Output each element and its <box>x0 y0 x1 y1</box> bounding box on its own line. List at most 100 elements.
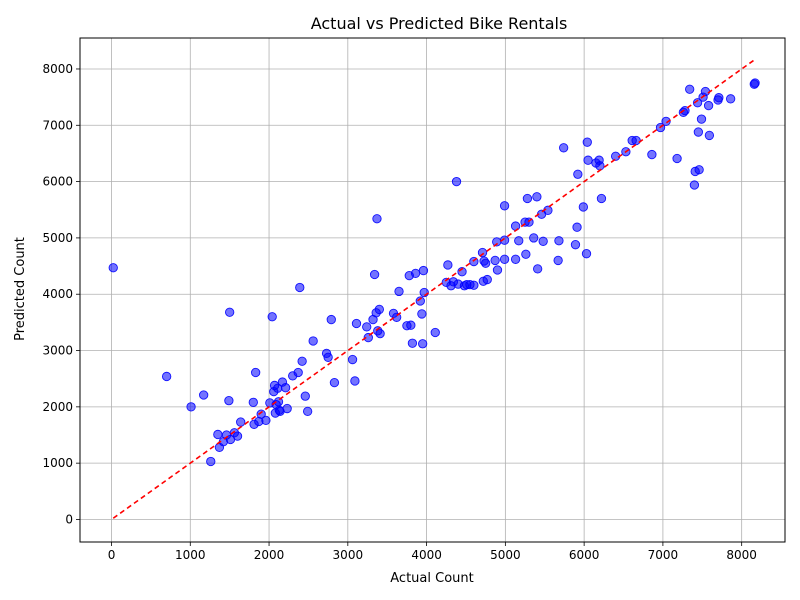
data-point <box>583 155 593 165</box>
x-tick-label: 1000 <box>175 548 206 562</box>
data-point <box>362 322 372 332</box>
data-point <box>297 356 307 366</box>
y-tick-label: 8000 <box>42 62 73 76</box>
y-tick-label: 7000 <box>42 118 73 132</box>
data-point <box>108 263 118 273</box>
data-point <box>415 296 425 306</box>
data-point <box>750 78 760 88</box>
data-point <box>499 235 510 245</box>
y-tick-label: 0 <box>65 512 73 526</box>
data-point <box>430 327 440 338</box>
x-tick-label: 4000 <box>411 548 442 562</box>
x-tick-label: 5000 <box>490 548 521 562</box>
data-point <box>499 201 510 211</box>
data-point <box>572 222 582 232</box>
data-point <box>236 417 246 427</box>
x-tick-label: 6000 <box>569 548 600 562</box>
y-axis-title: Predicted Count <box>13 237 28 341</box>
data-point <box>510 254 521 264</box>
x-tick-label: 7000 <box>648 548 679 562</box>
data-point <box>700 86 711 97</box>
data-point <box>692 98 703 108</box>
data-point <box>631 135 641 146</box>
data-point <box>696 114 707 124</box>
data-point <box>363 332 373 343</box>
data-point <box>308 336 318 346</box>
data-point <box>261 415 271 426</box>
data-point <box>714 93 724 103</box>
data-point <box>532 192 542 202</box>
data-point <box>529 233 539 243</box>
data-point <box>267 312 277 322</box>
data-points <box>108 78 760 467</box>
data-point <box>647 149 657 160</box>
data-point <box>407 338 418 348</box>
data-point <box>323 352 333 362</box>
data-point <box>553 255 563 266</box>
data-point <box>703 100 714 111</box>
y-tick-label: 3000 <box>42 344 73 358</box>
data-point <box>418 339 428 349</box>
data-point <box>559 143 569 153</box>
data-point <box>482 274 492 285</box>
data-point <box>406 320 416 330</box>
data-point <box>199 390 209 400</box>
data-point <box>521 249 531 259</box>
data-point <box>225 307 235 317</box>
data-point <box>369 269 380 280</box>
data-point <box>522 193 533 204</box>
data-point <box>481 258 491 268</box>
data-point <box>661 116 671 126</box>
y-tick-label: 1000 <box>42 456 73 470</box>
y-tick-label: 4000 <box>42 287 73 301</box>
data-point <box>295 282 305 293</box>
data-point <box>533 264 543 274</box>
data-point <box>725 94 736 104</box>
chart-title: Actual vs Predicted Bike Rentals <box>311 14 568 33</box>
data-point <box>213 429 223 440</box>
data-point <box>302 406 313 417</box>
data-point <box>704 130 715 141</box>
data-point <box>685 84 695 94</box>
x-tick-label: 8000 <box>726 548 757 562</box>
data-point <box>394 286 404 297</box>
axis-ticks: 0 1000 2000 3000 4000 5000 6000 7000 8000 0 1000 20… <box>42 62 756 562</box>
plot-frame <box>79 37 786 543</box>
data-point <box>256 409 266 419</box>
data-point <box>451 176 462 187</box>
data-point <box>578 202 588 212</box>
y-tick-label: 6000 <box>42 175 73 189</box>
data-point <box>469 280 479 290</box>
y-tick-label: 5000 <box>42 231 73 245</box>
data-point <box>443 260 453 270</box>
data-point <box>672 153 682 164</box>
data-point <box>417 309 427 319</box>
data-point <box>596 193 607 204</box>
data-point <box>595 161 605 171</box>
reference-line <box>112 59 755 519</box>
data-point <box>300 391 310 401</box>
x-tick-label: 3000 <box>333 548 364 562</box>
data-point <box>350 376 360 386</box>
data-point <box>329 377 340 388</box>
data-point <box>282 403 292 414</box>
data-point <box>680 105 690 116</box>
data-point <box>514 236 524 246</box>
data-point <box>372 214 382 224</box>
data-point <box>232 431 243 441</box>
data-point <box>689 180 700 190</box>
data-point <box>582 137 592 147</box>
data-point <box>554 236 564 246</box>
data-point <box>326 314 336 325</box>
data-point <box>375 328 385 339</box>
data-point <box>538 236 548 246</box>
data-point <box>248 397 258 407</box>
data-point <box>581 249 592 259</box>
data-point <box>351 318 362 329</box>
data-point <box>570 240 581 250</box>
data-point <box>573 169 583 179</box>
data-point <box>374 304 384 315</box>
data-point <box>280 383 291 393</box>
data-point <box>694 165 704 175</box>
